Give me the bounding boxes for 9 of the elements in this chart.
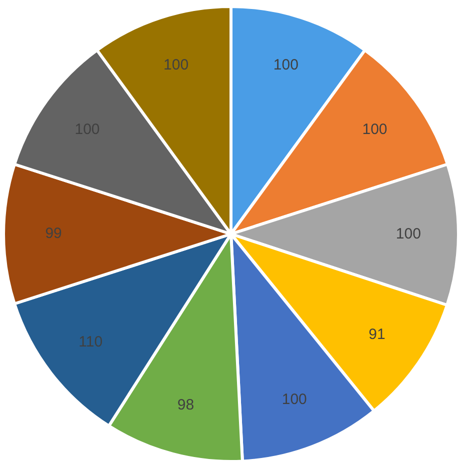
data-label: 98 xyxy=(177,396,194,414)
data-label: 91 xyxy=(368,326,386,343)
data-label: 100 xyxy=(362,121,388,138)
data-label: 110 xyxy=(78,334,103,351)
data-label: 100 xyxy=(164,56,189,74)
data-label: 100 xyxy=(396,226,421,243)
data-label: 100 xyxy=(273,56,298,74)
data-label: 99 xyxy=(45,225,62,242)
data-label: 100 xyxy=(282,390,307,408)
